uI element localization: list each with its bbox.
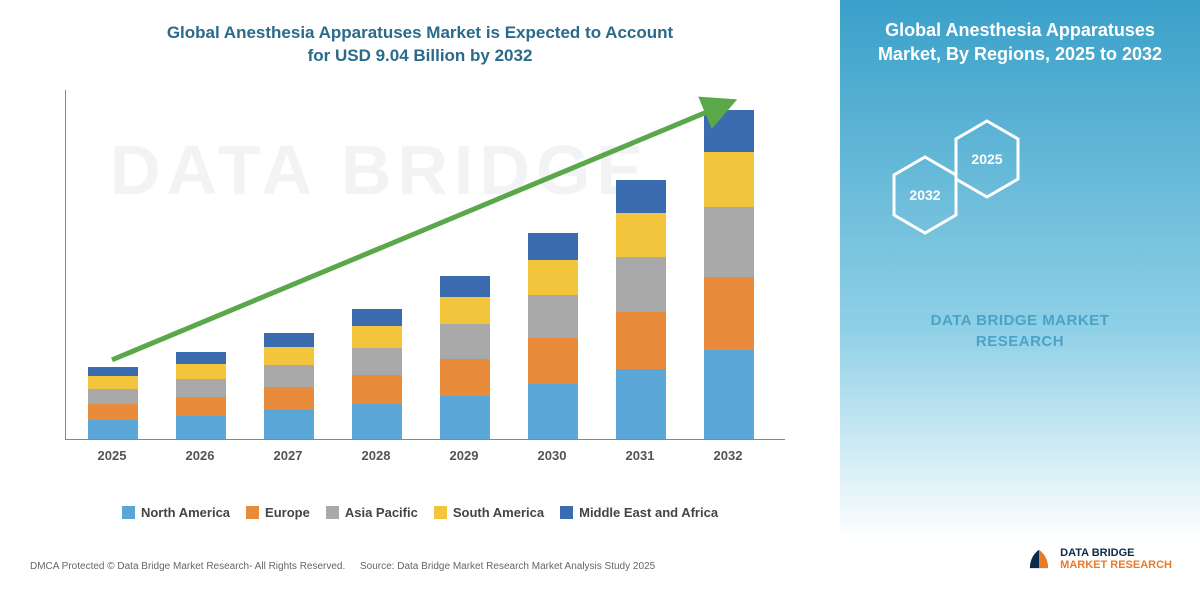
hex-label: 2032	[909, 187, 940, 203]
legend-item: Europe	[246, 505, 310, 520]
side-panel: Global Anesthesia Apparatuses Market, By…	[840, 0, 1200, 600]
hex-badge: 2032	[890, 155, 960, 235]
seg-middle-east-and-africa	[176, 352, 226, 364]
seg-asia-pacific	[616, 257, 666, 312]
seg-south-america	[528, 260, 578, 295]
seg-asia-pacific	[264, 365, 314, 387]
seg-north-america	[352, 404, 402, 439]
seg-europe	[176, 397, 226, 416]
side-brand: DATA BRIDGE MARKET RESEARCH	[840, 310, 1200, 352]
footer-source: Source: Data Bridge Market Research Mark…	[360, 561, 655, 572]
side-title: Global Anesthesia Apparatuses Market, By…	[840, 0, 1200, 77]
hex-badge: 2025	[952, 119, 1022, 199]
seg-europe	[264, 387, 314, 410]
bar-2029	[440, 276, 490, 439]
chart-title: Global Anesthesia Apparatuses Market is …	[0, 0, 840, 72]
seg-north-america	[528, 384, 578, 439]
chart-title-line2: for USD 9.04 Billion by 2032	[308, 46, 533, 65]
legend-item: South America	[434, 505, 544, 520]
x-label: 2029	[439, 448, 489, 463]
seg-asia-pacific	[704, 207, 754, 277]
seg-middle-east-and-africa	[616, 180, 666, 213]
footer-logo: DATA BRIDGE MARKET RESEARCH	[1026, 546, 1172, 572]
seg-north-america	[704, 350, 754, 439]
seg-south-america	[616, 213, 666, 256]
bar-2032	[704, 110, 754, 439]
seg-middle-east-and-africa	[704, 110, 754, 151]
legend-label: Middle East and Africa	[579, 505, 718, 520]
main-chart-area: DATA BRIDGE Global Anesthesia Apparatuse…	[0, 0, 840, 600]
seg-europe	[440, 359, 490, 395]
seg-europe	[88, 404, 138, 420]
legend-label: North America	[141, 505, 230, 520]
seg-south-america	[352, 326, 402, 348]
legend-label: South America	[453, 505, 544, 520]
legend-label: Asia Pacific	[345, 505, 418, 520]
seg-north-america	[616, 369, 666, 439]
seg-asia-pacific	[440, 324, 490, 359]
seg-north-america	[88, 420, 138, 439]
stacked-bar-plot	[65, 90, 785, 440]
seg-europe	[352, 375, 402, 404]
seg-middle-east-and-africa	[88, 367, 138, 377]
legend-label: Europe	[265, 505, 310, 520]
chart-title-line1: Global Anesthesia Apparatuses Market is …	[167, 23, 673, 42]
seg-north-america	[264, 410, 314, 439]
seg-middle-east-and-africa	[528, 233, 578, 260]
seg-middle-east-and-africa	[440, 276, 490, 297]
seg-south-america	[704, 152, 754, 207]
logo-text-line1: DATA BRIDGE	[1060, 547, 1134, 559]
seg-europe	[704, 277, 754, 350]
footer-dmca: DMCA Protected © Data Bridge Market Rese…	[30, 561, 345, 572]
legend-swatch	[246, 506, 259, 519]
legend-swatch	[560, 506, 573, 519]
logo-text: DATA BRIDGE MARKET RESEARCH	[1060, 547, 1172, 571]
bar-2031	[616, 180, 666, 439]
legend: North America Europe Asia Pacific South Ame…	[0, 505, 840, 522]
legend-swatch	[434, 506, 447, 519]
seg-south-america	[88, 376, 138, 389]
x-label: 2031	[615, 448, 665, 463]
x-label: 2030	[527, 448, 577, 463]
seg-asia-pacific	[528, 295, 578, 338]
x-label: 2032	[703, 448, 753, 463]
bar-2030	[528, 233, 578, 439]
bar-2027	[264, 333, 314, 439]
x-label: 2027	[263, 448, 313, 463]
hex-badges: 2032 2025	[890, 115, 1150, 315]
x-label: 2028	[351, 448, 401, 463]
bar-2025	[88, 367, 138, 439]
seg-europe	[528, 338, 578, 384]
seg-south-america	[440, 297, 490, 325]
seg-asia-pacific	[352, 348, 402, 376]
logo-text-line2: MARKET RESEARCH	[1060, 559, 1172, 571]
chart-wrap: 2025 2026 2027 2028 2029 2030 2031 2032	[65, 90, 785, 480]
legend-item: Middle East and Africa	[560, 505, 718, 520]
seg-north-america	[440, 396, 490, 439]
legend-swatch	[122, 506, 135, 519]
seg-north-america	[176, 416, 226, 439]
x-label: 2026	[175, 448, 225, 463]
hex-label: 2025	[971, 151, 1002, 167]
seg-south-america	[264, 347, 314, 365]
seg-asia-pacific	[176, 379, 226, 397]
seg-middle-east-and-africa	[352, 309, 402, 326]
legend-item: North America	[122, 505, 230, 520]
seg-europe	[616, 312, 666, 369]
bar-2028	[352, 309, 402, 439]
x-label: 2025	[87, 448, 137, 463]
side-brand-line1: DATA BRIDGE MARKET	[931, 312, 1110, 329]
side-brand-line2: RESEARCH	[976, 333, 1064, 350]
seg-asia-pacific	[88, 389, 138, 404]
bar-2026	[176, 352, 226, 439]
seg-middle-east-and-africa	[264, 333, 314, 347]
seg-south-america	[176, 364, 226, 379]
legend-item: Asia Pacific	[326, 505, 418, 520]
logo-mark-icon	[1026, 546, 1052, 572]
legend-swatch	[326, 506, 339, 519]
